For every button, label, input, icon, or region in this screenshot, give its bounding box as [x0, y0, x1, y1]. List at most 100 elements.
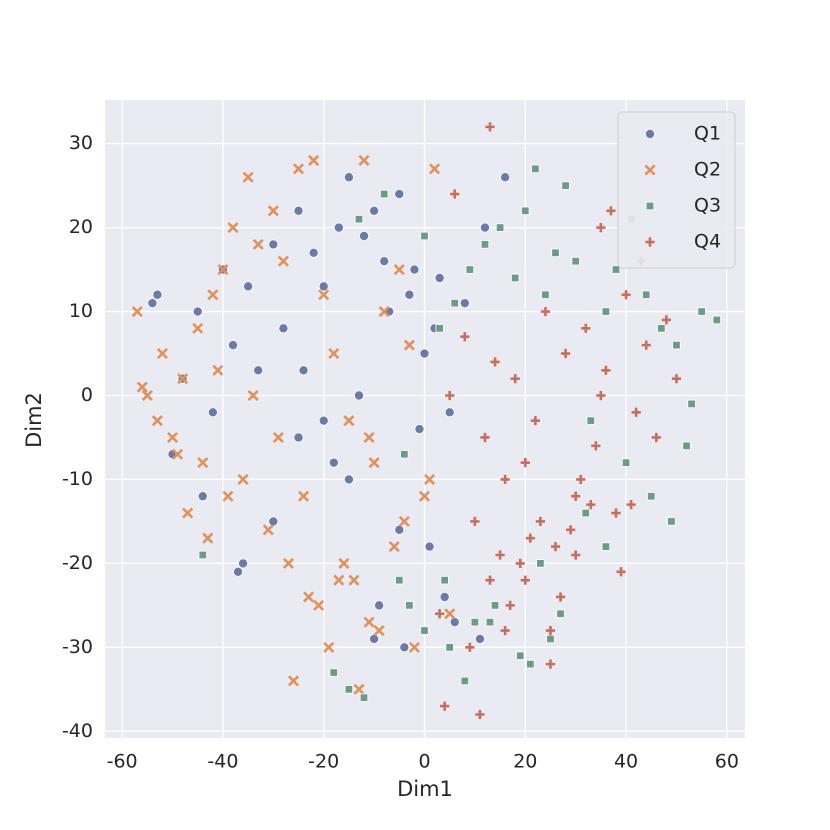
point	[535, 516, 546, 527]
point	[485, 617, 495, 627]
point	[672, 340, 681, 350]
point	[202, 532, 214, 544]
point	[434, 272, 445, 283]
point	[227, 222, 239, 234]
point	[192, 306, 203, 317]
point	[541, 290, 550, 299]
point	[293, 432, 304, 443]
x-axis-label: Dim1	[397, 777, 453, 801]
x-tick-label: -60	[107, 751, 138, 773]
point	[298, 365, 309, 376]
point	[308, 247, 319, 258]
point	[378, 306, 390, 318]
legend-marker	[645, 128, 656, 139]
point	[398, 515, 410, 527]
point	[576, 474, 586, 485]
point	[500, 172, 511, 183]
point	[511, 273, 520, 283]
point	[395, 575, 404, 585]
point	[556, 609, 565, 618]
point	[606, 206, 616, 216]
point	[414, 424, 425, 435]
y-tick-label: -10	[62, 468, 93, 490]
point	[465, 642, 475, 652]
point	[591, 441, 601, 451]
point	[450, 298, 459, 308]
x-tick-label: 40	[614, 751, 638, 773]
point	[545, 659, 556, 669]
point	[611, 265, 621, 274]
point	[444, 407, 455, 418]
y-tick-label: 20	[69, 216, 93, 238]
point	[439, 591, 450, 602]
y-tick-label: -30	[62, 636, 93, 658]
point	[566, 525, 576, 535]
point	[495, 223, 505, 232]
point	[328, 457, 339, 468]
point	[419, 348, 430, 359]
legend-marker	[645, 201, 655, 211]
point	[424, 473, 436, 485]
point	[394, 189, 405, 200]
point	[308, 154, 320, 166]
point	[601, 365, 611, 375]
point	[596, 223, 606, 233]
point	[156, 348, 168, 360]
point	[480, 240, 490, 249]
point	[253, 365, 264, 376]
y-tick-label: -40	[62, 720, 93, 742]
point	[475, 709, 485, 720]
point	[520, 458, 530, 468]
point	[192, 322, 204, 334]
legend-label: Q3	[694, 195, 721, 217]
point	[495, 550, 505, 560]
point	[521, 206, 530, 216]
point	[131, 306, 143, 318]
point	[318, 281, 329, 292]
point	[516, 651, 525, 660]
point	[485, 122, 495, 132]
point	[262, 524, 274, 536]
point	[560, 348, 571, 359]
point	[238, 558, 249, 569]
point	[667, 517, 676, 526]
point	[687, 399, 696, 409]
point	[303, 591, 315, 603]
point	[293, 205, 304, 216]
point	[586, 500, 596, 510]
point	[353, 683, 365, 695]
y-tick-label: 0	[81, 384, 93, 406]
point	[388, 541, 400, 553]
point	[581, 323, 591, 333]
point	[450, 189, 460, 199]
point	[435, 324, 444, 333]
point	[368, 457, 380, 469]
point	[343, 415, 355, 427]
point	[393, 264, 405, 276]
x-tick-label: 60	[715, 751, 739, 773]
legend-marker	[644, 164, 656, 176]
point	[470, 516, 480, 527]
point	[424, 541, 435, 552]
point	[540, 306, 551, 317]
point	[571, 550, 581, 560]
point	[408, 641, 420, 653]
point	[394, 524, 405, 535]
point	[647, 492, 656, 501]
point	[459, 298, 470, 309]
y-tick-label: 30	[69, 132, 93, 154]
point	[329, 668, 338, 677]
point	[243, 281, 254, 292]
point	[242, 171, 254, 183]
point	[233, 566, 244, 577]
point	[207, 289, 219, 301]
point	[546, 634, 555, 644]
legend-label: Q4	[694, 231, 721, 253]
point	[449, 617, 460, 628]
point	[505, 600, 515, 610]
point	[282, 557, 294, 569]
point	[222, 490, 234, 502]
point	[272, 431, 284, 443]
point	[490, 357, 500, 367]
